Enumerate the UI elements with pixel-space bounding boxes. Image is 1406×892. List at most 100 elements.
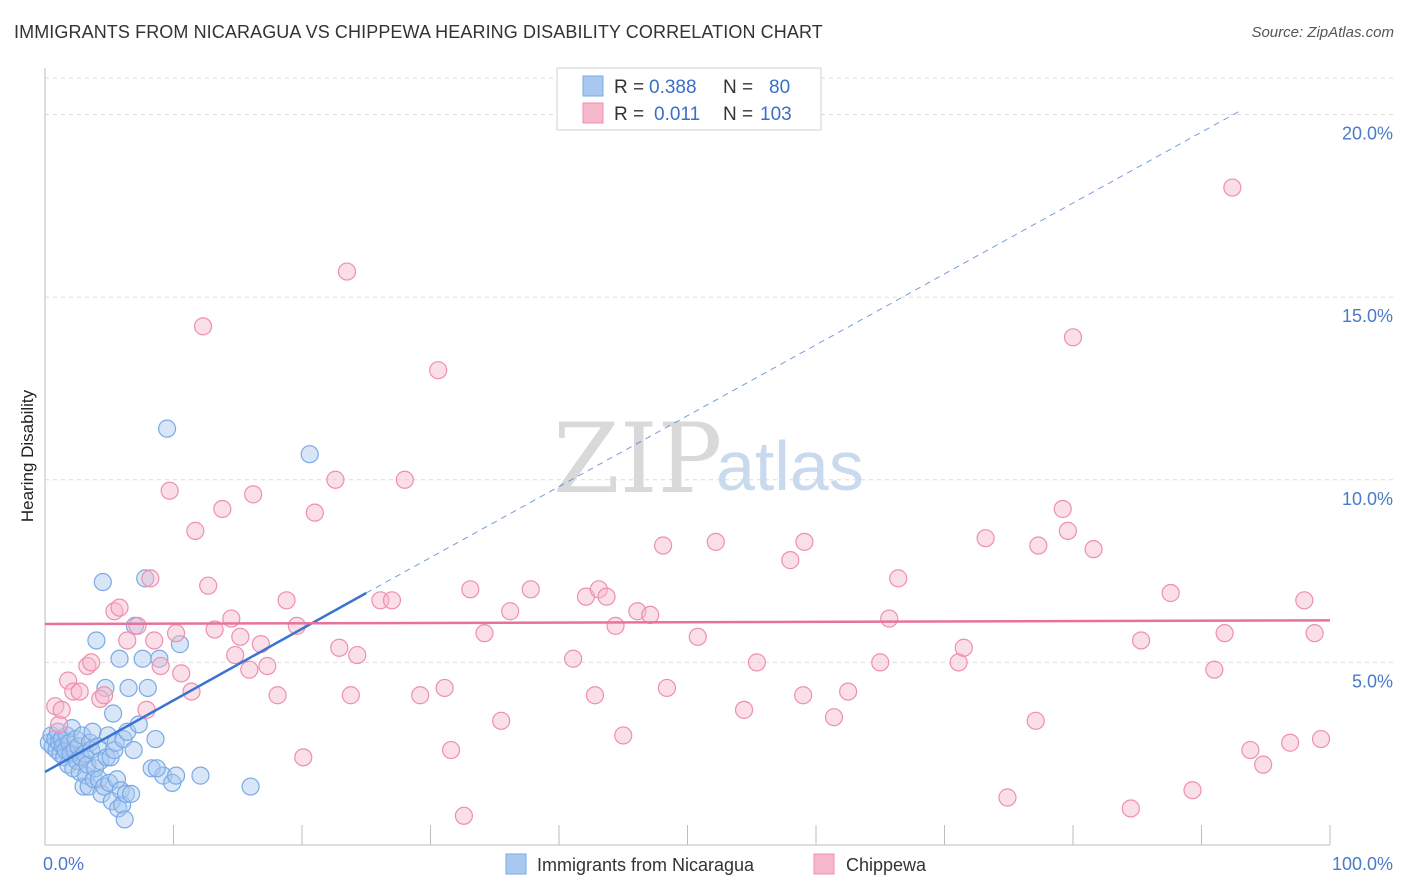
point-s1-28 <box>226 645 245 665</box>
point-s1-69 <box>734 700 754 719</box>
bottom-legend: Immigrants from Nicaragua Chippewa <box>505 853 927 875</box>
point-s1-58 <box>585 686 605 705</box>
point-s1-38 <box>305 503 324 522</box>
point-s1-96 <box>1254 755 1273 774</box>
point-s1-17 <box>151 656 170 676</box>
x-tick-labels: 0.0% 100.0% <box>43 854 1393 874</box>
point-s0-69 <box>146 729 165 749</box>
point-s1-23 <box>193 317 213 336</box>
y-tick-labels: 5.0% 10.0% 15.0% 20.0% <box>1342 124 1393 692</box>
point-s1-55 <box>521 580 540 599</box>
point-s0-35 <box>87 631 106 650</box>
y-tick-label-1: 10.0% <box>1342 489 1393 509</box>
point-s0-77 <box>241 777 260 796</box>
point-s0-72 <box>157 419 177 438</box>
y-axis-title: Hearing Disability <box>18 389 37 522</box>
point-s1-53 <box>475 624 494 643</box>
point-s1-101 <box>794 686 813 705</box>
point-s1-97 <box>1281 733 1300 752</box>
point-s1-19 <box>166 624 186 643</box>
point-s1-5 <box>70 682 89 701</box>
point-s0-66 <box>136 569 155 588</box>
point-s1-90 <box>1161 583 1180 603</box>
point-s0-74 <box>166 766 186 785</box>
legend-swatch-nicaragua <box>582 75 604 97</box>
point-s1-25 <box>205 620 224 639</box>
point-s1-12 <box>118 631 137 650</box>
point-s1-70 <box>747 653 766 672</box>
point-s0-76 <box>191 766 210 785</box>
point-s1-73 <box>824 708 844 727</box>
point-s1-32 <box>251 635 270 654</box>
point-s1-89 <box>1132 631 1151 650</box>
y-tick-label-3: 20.0% <box>1342 124 1393 144</box>
point-s1-41 <box>337 262 357 281</box>
point-s1-91 <box>1183 781 1202 800</box>
point-s1-48 <box>429 361 448 380</box>
point-s0-24 <box>73 726 92 745</box>
legend-box: R = 0.388 N = 80 R = 0.011 N = 103 <box>556 67 822 131</box>
point-s1-56 <box>564 649 583 668</box>
point-s1-60 <box>597 587 616 606</box>
point-s1-24 <box>199 576 218 595</box>
axes <box>44 68 1331 846</box>
legend-n-label-1: N = <box>723 77 753 98</box>
point-s0-57 <box>115 810 134 829</box>
point-s1-85 <box>1058 521 1077 540</box>
point-s1-1 <box>50 715 69 734</box>
legend-n-value-1: 80 <box>769 77 790 98</box>
point-s0-62 <box>124 740 143 760</box>
point-s1-7 <box>82 653 101 672</box>
data-points <box>39 178 1331 829</box>
point-s1-35 <box>277 591 296 610</box>
gridlines <box>45 77 1393 663</box>
point-s1-2 <box>52 700 71 719</box>
trend-line-chippewa <box>44 619 1331 626</box>
point-s1-33 <box>258 656 277 676</box>
point-s0-43 <box>97 748 116 767</box>
point-s1-80 <box>976 529 995 548</box>
point-s1-79 <box>954 638 973 657</box>
point-s1-15 <box>141 569 160 588</box>
point-s0-65 <box>133 649 152 668</box>
point-s1-31 <box>244 485 263 504</box>
bottom-legend-swatch-nicaragua <box>505 853 527 875</box>
point-s1-100 <box>1311 729 1331 749</box>
point-s0-25 <box>74 777 93 796</box>
point-s1-67 <box>688 627 707 646</box>
point-s1-87 <box>1084 540 1103 559</box>
point-s1-99 <box>1305 624 1324 643</box>
point-s0-78 <box>300 445 319 464</box>
point-s1-98 <box>1295 591 1314 610</box>
point-s1-54 <box>492 711 511 730</box>
point-s1-72 <box>795 532 814 551</box>
legend-swatch-chippewa <box>582 102 604 124</box>
point-s1-22 <box>186 521 205 540</box>
point-s0-48 <box>104 704 123 723</box>
legend-r-value-1: 0.388 <box>649 77 697 98</box>
point-s1-88 <box>1121 799 1140 818</box>
point-s1-102 <box>501 602 520 621</box>
point-s0-75 <box>170 635 190 654</box>
chart-title: IMMIGRANTS FROM NICARAGUA VS CHIPPEWA HE… <box>14 22 823 42</box>
point-s1-61 <box>606 616 625 635</box>
point-s1-3 <box>59 671 78 690</box>
legend-n-value-2: 103 <box>760 104 792 125</box>
point-s1-77 <box>889 569 908 588</box>
point-s1-26 <box>213 499 232 519</box>
bottom-legend-label-chippewa: Chippewa <box>846 855 927 875</box>
point-s1-82 <box>1026 711 1045 730</box>
point-s1-47 <box>411 686 430 705</box>
point-s1-11 <box>110 598 129 617</box>
point-s1-66 <box>657 678 677 698</box>
point-s1-95 <box>1241 740 1260 760</box>
point-s1-46 <box>395 470 414 489</box>
point-s1-64 <box>641 605 660 625</box>
point-s0-42 <box>96 678 115 698</box>
y-tick-label-2: 15.0% <box>1342 306 1393 326</box>
trend-lines <box>44 110 1331 774</box>
point-s1-18 <box>160 481 179 500</box>
point-s1-76 <box>880 609 899 628</box>
y-tick-label-0: 5.0% <box>1352 671 1393 691</box>
